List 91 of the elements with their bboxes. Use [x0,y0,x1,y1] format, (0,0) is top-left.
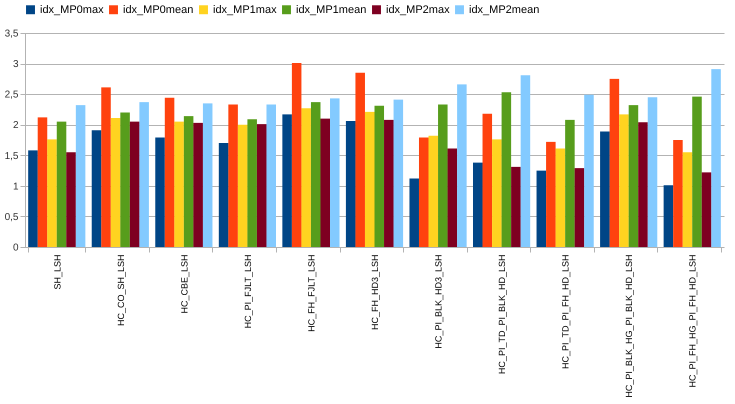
bar [355,72,365,247]
bar [394,100,404,247]
bar [648,97,658,247]
bar [673,140,683,247]
bar [565,120,575,247]
y-tick-label: 2,5 [4,90,19,101]
bar [155,138,165,247]
bar [301,108,311,247]
bar [492,139,502,247]
bar [546,142,556,247]
bar [536,170,546,247]
bar [330,98,340,247]
bar [292,62,302,247]
x-tick-label: HC_FH_HD3_LSH [370,254,380,330]
bar [472,162,483,247]
y-tick-label: 1,5 [4,150,19,162]
x-tick-label: SH_LSH [52,254,62,290]
bar [56,122,66,247]
bar [101,87,111,247]
bar [692,96,702,247]
legend-label: idx_MP0max [40,4,104,16]
bar [682,152,692,247]
x-tick-label: HC_PI_TD_PI_BLK_HD_LSH [497,254,508,374]
bar [320,118,330,247]
legend-label: idx_MP1mean [296,4,366,16]
y-tick-label: 0,5 [4,212,19,223]
bar [66,152,76,247]
bar [619,114,629,247]
bar [346,121,356,247]
bar [418,138,429,247]
bar [282,114,292,247]
bar [130,122,140,247]
bar [502,92,512,247]
bar [38,117,48,247]
bar [218,143,228,247]
bar [374,106,384,247]
bar [266,104,276,247]
legend-label: idx_MP2max [386,4,450,16]
bar [120,112,130,247]
bar [457,84,467,247]
x-tick-label: HC_CO_SH_LSH [116,254,126,326]
bar [238,124,248,247]
bar [711,69,721,247]
bar [384,120,394,247]
bar [76,105,86,247]
legend-label: idx_MP2mean [469,4,540,16]
bar [584,94,594,247]
bar [638,122,648,247]
legend-label: idx_MP1max [213,4,278,16]
bar [628,105,638,247]
bar [110,118,120,247]
bar [364,112,374,247]
legend-label: idx_MP0mean [123,4,194,16]
bar [600,131,610,247]
bar [310,102,320,247]
bar [511,166,521,247]
x-tick-label: HC_PI_FJLT_LSH [242,254,253,328]
bar [448,148,458,247]
bar [47,139,57,247]
bar [193,122,203,247]
bar [409,178,419,247]
bar [610,78,620,247]
y-tick-label: 0 [12,242,19,254]
bar [28,150,38,247]
bar [228,104,238,247]
x-tick-label: HC_PI_BLK_HD3_LSH [434,254,444,349]
y-tick-label: 2 [12,120,19,132]
bar [184,116,194,247]
x-tick-label: HC_CBE_LSH [179,254,190,314]
bar [164,98,174,247]
x-tick-label: HC_FH_FJLT_LSH [306,254,316,332]
bar [139,102,149,247]
bar [256,124,266,247]
x-tick-label: HC_PI_BLK_HG_PI_BLK_HD_LSH [624,254,634,398]
bar [247,119,257,247]
bar [174,122,184,247]
bar [574,168,584,247]
bar [202,103,212,247]
bar [520,75,530,247]
bar [482,114,492,247]
bar [92,130,102,247]
x-tick-label: HC_PI_TD_PI_FH_HD_LSH [560,254,571,370]
bar [664,185,674,247]
bar [556,148,566,247]
bar [428,136,438,247]
x-tick-label: HC_PI_FH_HG_PI_FH_HD_LSH [688,254,698,388]
y-tick-label: 3,5 [4,28,19,40]
y-tick-label: 1 [12,181,19,192]
bar [702,172,712,247]
bar [438,104,448,247]
y-tick-label: 3 [12,59,19,70]
